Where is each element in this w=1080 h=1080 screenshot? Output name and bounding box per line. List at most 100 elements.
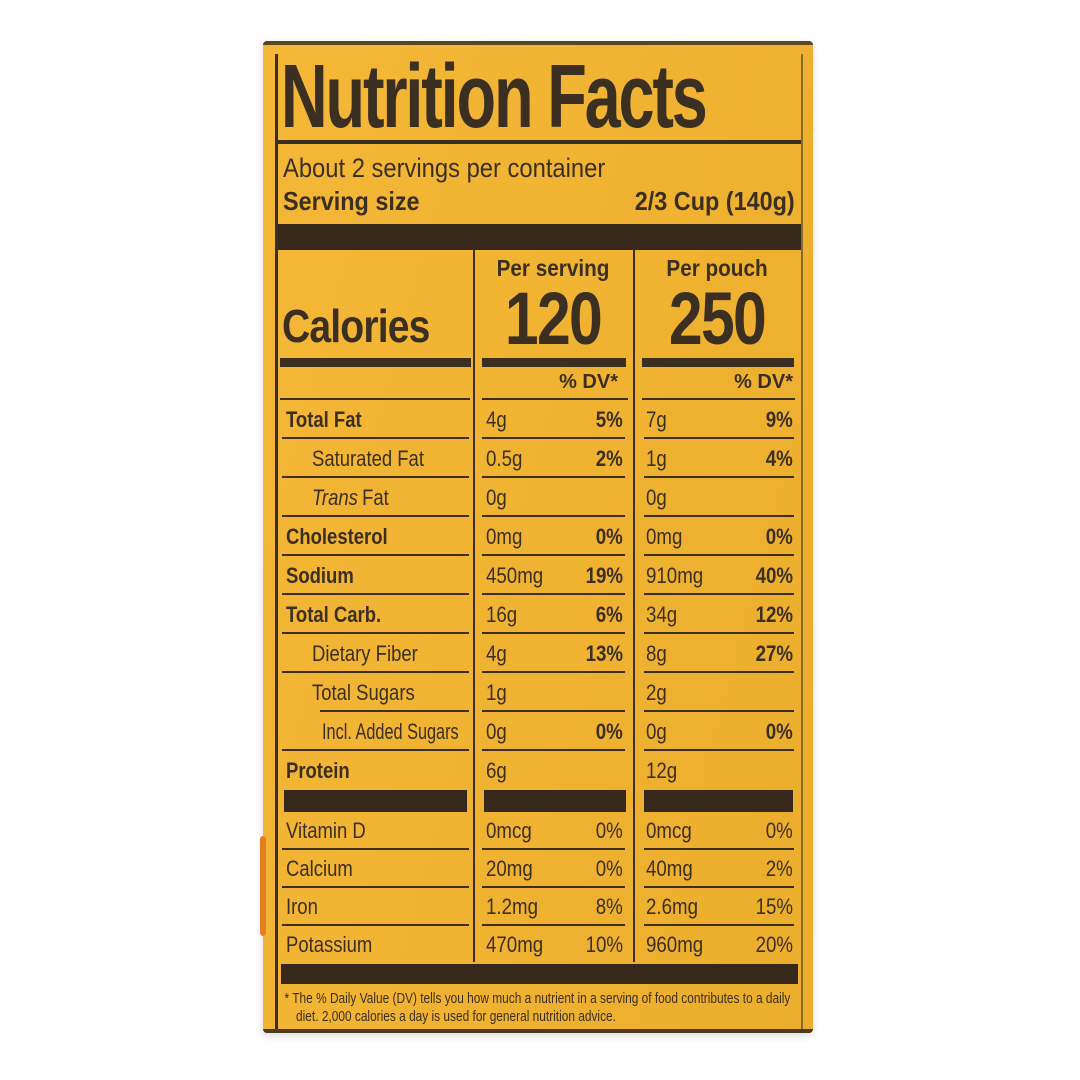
nutrient-name-cell: Calcium [278,850,473,888]
nutrient-name: Total Sugars [312,679,415,705]
value-cell: 0g [633,478,801,517]
daily-value-percent: 27% [755,640,793,666]
value-cell: 2g [633,673,801,712]
per-serving-header: Per serving [496,255,610,281]
nutrient-name-cell: Dietary Fiber [278,634,473,673]
amount-value: 4g [486,640,507,666]
nutrient-name-cell: Vitamin D [278,812,473,850]
amount-value: 1g [646,445,667,471]
value-cell: 16g 6% [473,595,633,634]
nutrient-row: Dietary Fiber 4g 13% 8g 27% [278,634,801,673]
value-cell: 470mg 10% [473,926,633,964]
vitamin-row: Vitamin D 0mcg 0% 0mcg 0% [278,812,801,850]
nutrient-rows: Total Fat 4g 5% 7g 9% Saturated Fat 0.5g 2% 1g 4%… [278,400,801,790]
amount-value: 0mg [646,523,683,549]
nutrient-name: Iron [286,894,318,919]
calories-per-serving-column: Per serving 120 [473,250,633,356]
nutrient-name: Sodium [286,562,354,588]
nutrient-name-cell: Sodium [278,556,473,595]
dv-header-per-serving: % DV* [559,371,618,393]
value-cell: 910mg 40% [633,556,801,595]
daily-value-percent: 13% [585,640,623,666]
value-cell: 0mcg 0% [473,812,633,850]
nutrient-name: Dietary Fiber [312,640,418,666]
nutrient-name-cell: Total Sugars [278,673,473,712]
daily-value-header-row: % DV* % DV* [278,367,801,400]
serving-size-label: Serving size [283,186,420,216]
nutrient-name-cell: Cholesterol [278,517,473,556]
value-cell: 0mcg 0% [633,812,801,850]
daily-value-percent: 0% [595,718,623,744]
amount-value: 0.5g [486,445,523,471]
amount-value: 40mg [646,856,693,881]
daily-value-percent: 8% [595,894,623,919]
nutrient-name-cell: Potassium [278,926,473,964]
serving-size-value: 2/3 Cup (140g) [635,186,795,216]
calories-label: Calories [282,300,430,352]
nutrient-name: Protein [286,757,350,783]
vitamin-row: Potassium 470mg 10% 960mg 20% [278,926,801,964]
column-divider [473,248,475,962]
nutrient-name: Incl. Added Sugars [322,718,459,744]
nutrient-name: Vitamin D [286,818,366,843]
nutrient-row: Total Carb. 16g 6% 34g 12% [278,595,801,634]
amount-value: 0g [486,718,507,744]
amount-value: 1g [486,679,507,705]
product-package: Nutrition Facts About 2 servings per con… [260,41,813,1033]
value-cell: 4g 13% [473,634,633,673]
amount-value: 4g [486,406,507,432]
calories-per-serving-value: 120 [504,277,603,360]
thick-bar-top [278,224,801,250]
daily-value-percent: 0% [765,718,793,744]
amount-value: 1.2mg [486,894,538,919]
thick-bar-bottom [281,964,798,984]
package-edge-artifact [260,836,266,936]
nutrient-name: Cholesterol [286,523,388,549]
value-cell: 960mg 20% [633,926,801,964]
nutrient-name: Calcium [286,856,353,881]
daily-value-percent: 19% [585,562,623,588]
daily-value-percent: 15% [755,894,793,919]
nutrient-name-italic: Trans [312,484,358,510]
value-cell: 7g 9% [633,400,801,439]
nutrient-name: Trans Fat [312,485,389,511]
daily-value-percent: 5% [595,406,623,432]
calories-underline [642,358,794,367]
amount-value: 960mg [646,932,704,957]
calories-per-pouch-value: 250 [668,277,767,360]
value-cell: 34g 12% [633,595,801,634]
value-cell: 0g [473,478,633,517]
amount-value: 16g [486,601,518,627]
amount-value: 0g [646,718,667,744]
serving-size-row: Serving size 2/3 Cup (140g) [278,183,801,220]
daily-value-percent: 0% [595,856,623,881]
calories-underline [280,358,471,367]
amount-value: 8g [646,640,667,666]
rule [280,398,470,400]
daily-value-percent: 20% [755,932,793,957]
per-pouch-header: Per pouch [666,255,768,281]
nutrient-name-cell: Trans Fat [278,478,473,517]
amount-value: 450mg [486,562,544,588]
rule [642,398,795,400]
nutrient-row: Cholesterol 0mg 0% 0mg 0% [278,517,801,556]
thick-bar-middle [278,790,801,812]
daily-value-percent: 0% [595,523,623,549]
amount-value: 910mg [646,562,704,588]
daily-value-percent: 10% [585,932,623,957]
nutrient-row: Total Fat 4g 5% 7g 9% [278,400,801,439]
value-cell: 6g [473,751,633,790]
value-cell: 1.2mg 8% [473,888,633,926]
nutrient-name-cell: Iron [278,888,473,926]
nutrient-name: Saturated Fat [312,445,424,471]
nutrient-name: Total Fat [286,406,362,432]
nutrient-row: Saturated Fat 0.5g 2% 1g 4% [278,439,801,478]
calories-underline [482,358,626,367]
amount-value: 0g [486,484,507,510]
calories-per-pouch-column: Per pouch 250 [633,250,801,356]
value-cell: 12g [633,751,801,790]
servings-per-container-text: About 2 servings per container [283,153,606,183]
nutrient-name-cell: Incl. Added Sugars [278,712,473,751]
value-cell: 8g 27% [633,634,801,673]
amount-value: 470mg [486,932,544,957]
